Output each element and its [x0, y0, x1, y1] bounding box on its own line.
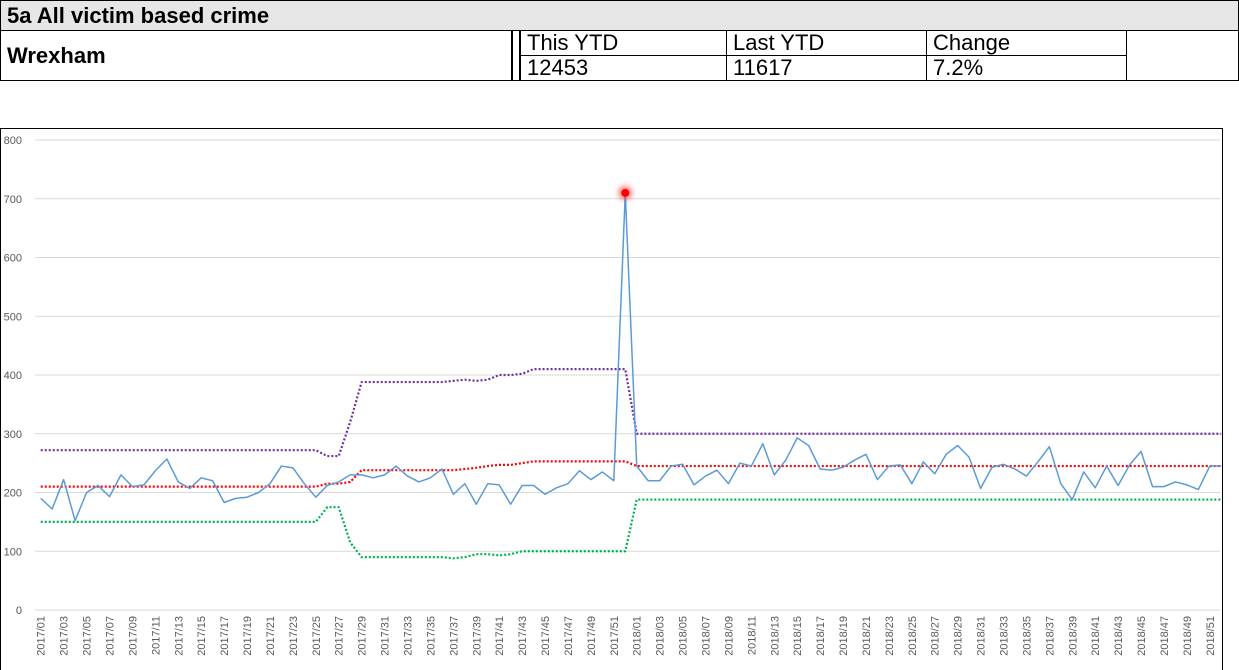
y-tick-label: 600	[4, 253, 22, 265]
x-tick-label: 2017/27	[334, 616, 346, 656]
section-title: 5a All victim based crime	[0, 0, 1239, 31]
x-tick-label: 2017/15	[196, 616, 208, 656]
x-tick-label: 2017/03	[59, 616, 71, 656]
y-tick-label: 0	[16, 605, 22, 617]
x-tick-label: 2018/05	[678, 616, 690, 656]
x-tick-label: 2017/49	[586, 616, 598, 656]
x-tick-label: 2018/33	[999, 616, 1011, 656]
control-line	[40, 368, 1222, 458]
x-tick-label: 2018/07	[701, 616, 713, 656]
x-tick-label: 2017/47	[563, 616, 575, 656]
control-line	[40, 498, 1222, 560]
x-tick-label: 2018/01	[632, 616, 644, 656]
x-tick-label: 2018/11	[746, 616, 758, 655]
x-tick-label: 2017/13	[173, 616, 185, 656]
y-tick-label: 400	[4, 370, 22, 382]
x-tick-label: 2018/27	[930, 616, 942, 656]
area-name: Wrexham	[0, 30, 512, 81]
x-tick-label: 2017/41	[494, 616, 506, 656]
column-header: Last YTD	[726, 30, 927, 56]
x-tick-label: 2018/29	[953, 616, 965, 656]
x-tick-label: 2017/29	[357, 616, 369, 656]
summary-value: 7.2%	[926, 55, 1127, 81]
x-tick-label: 2018/49	[1182, 616, 1194, 656]
y-tick-label: 500	[4, 311, 22, 323]
data-line	[40, 192, 1222, 522]
x-tick-label: 2018/03	[655, 616, 667, 656]
chart-frame	[0, 128, 1223, 670]
control-line	[40, 460, 1222, 488]
x-tick-label: 2018/15	[792, 616, 804, 656]
x-tick-label: 2017/31	[380, 616, 392, 656]
x-tick-label: 2017/11	[150, 616, 162, 655]
x-tick-label: 2017/01	[36, 616, 48, 656]
x-tick-label: 2017/43	[517, 616, 529, 656]
x-tick-label: 2018/31	[976, 616, 988, 656]
x-tick-label: 2018/45	[1136, 616, 1148, 656]
x-tick-label: 2017/09	[127, 616, 139, 656]
x-tick-label: 2017/23	[288, 616, 300, 656]
x-tick-label: 2018/35	[1021, 616, 1033, 656]
x-tick-label: 2017/19	[242, 616, 254, 656]
highlight-point	[621, 188, 630, 197]
spacer	[512, 30, 520, 81]
summary-value: 11617	[726, 55, 927, 81]
x-tick-label: 2018/41	[1090, 616, 1102, 656]
x-tick-label: 2018/51	[1205, 616, 1217, 656]
x-tick-label: 2018/19	[838, 616, 850, 656]
x-tick-label: 2018/37	[1044, 616, 1056, 656]
y-tick-label: 800	[4, 135, 22, 147]
x-tick-label: 2017/25	[311, 616, 323, 656]
y-tick-label: 100	[4, 546, 22, 558]
x-tick-label: 2018/21	[861, 616, 873, 656]
x-tick-label: 2018/23	[884, 616, 896, 656]
x-tick-label: 2018/43	[1113, 616, 1125, 656]
x-tick-label: 2017/21	[265, 616, 277, 656]
x-tick-label: 2017/39	[471, 616, 483, 656]
x-tick-label: 2017/07	[105, 616, 117, 656]
x-tick-label: 2018/13	[769, 616, 781, 656]
x-tick-label: 2017/05	[82, 616, 94, 656]
x-tick-label: 2017/17	[219, 616, 231, 656]
x-tick-label: 2017/37	[448, 616, 460, 656]
x-tick-label: 2018/47	[1159, 616, 1171, 656]
y-tick-label: 700	[4, 194, 22, 206]
y-tick-label: 200	[4, 488, 22, 500]
x-tick-label: 2018/17	[815, 616, 827, 656]
x-tick-label: 2018/09	[723, 616, 735, 656]
x-tick-label: 2017/33	[403, 616, 415, 656]
y-tick-label: 300	[4, 429, 22, 441]
x-tick-label: 2017/45	[540, 616, 552, 656]
x-tick-label: 2018/39	[1067, 616, 1079, 656]
summary-value: 12453	[520, 55, 727, 81]
x-tick-label: 2017/35	[425, 616, 437, 656]
x-tick-label: 2018/25	[907, 616, 919, 656]
x-tick-label: 2017/51	[609, 616, 621, 656]
